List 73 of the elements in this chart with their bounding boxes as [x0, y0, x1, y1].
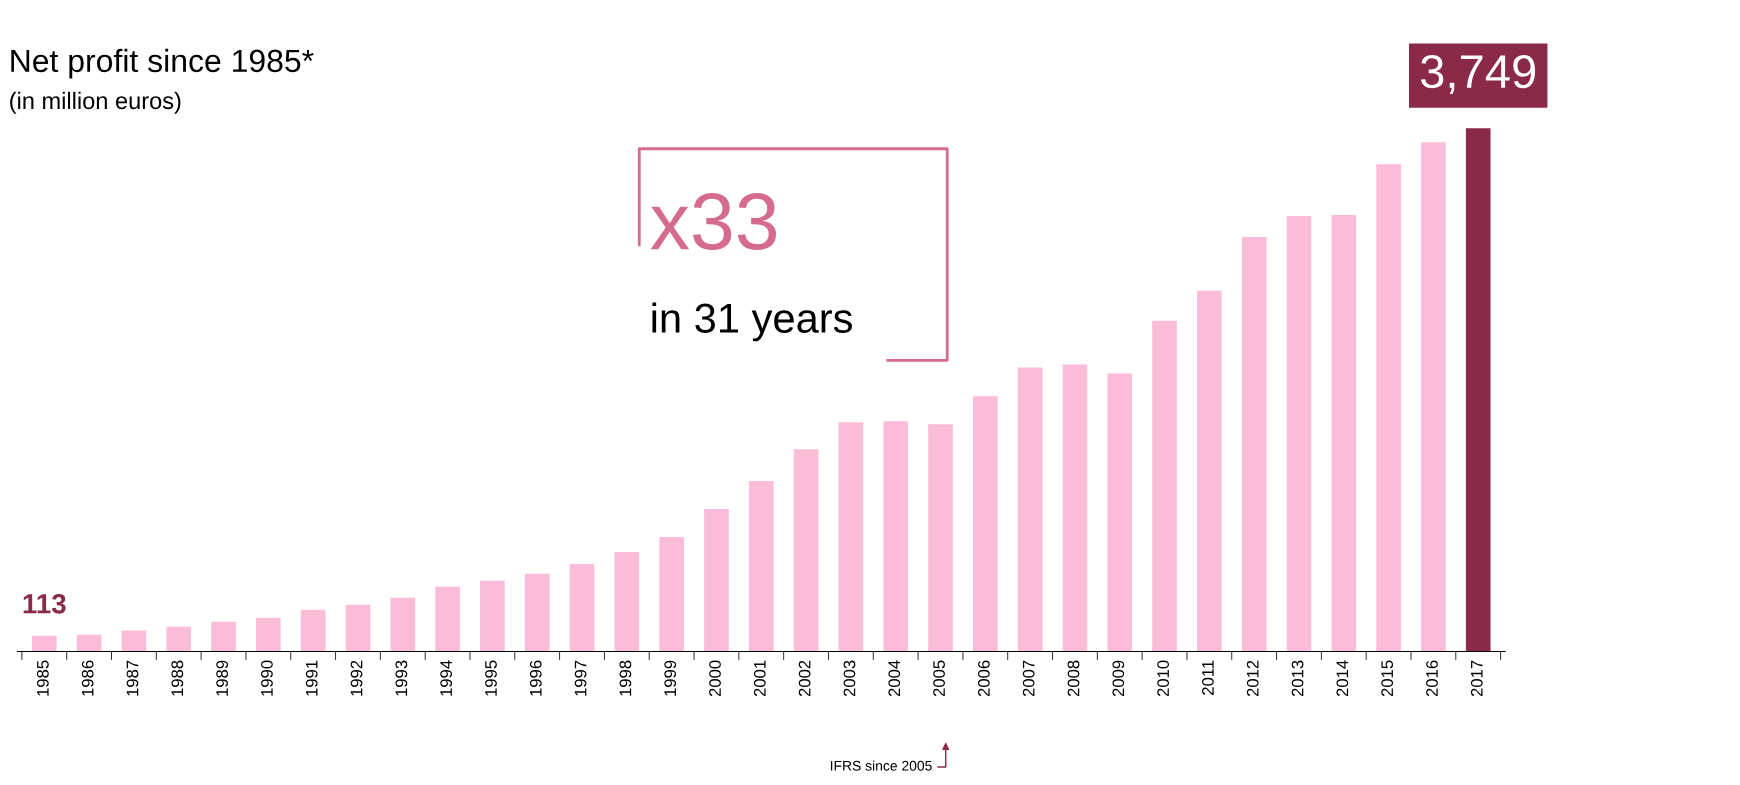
bar	[524, 573, 550, 652]
x-tick-label: 1998	[619, 660, 632, 696]
bar	[569, 563, 595, 652]
x-tick-label: 2016	[1426, 660, 1438, 697]
x-tick-label: 2005	[933, 660, 945, 697]
bar	[1286, 216, 1312, 652]
x-tick-label: 2014	[1336, 660, 1349, 697]
bar	[972, 396, 998, 652]
x-tick-label: 1987	[126, 660, 139, 696]
bar	[31, 635, 57, 652]
bar	[1017, 367, 1043, 652]
bar	[838, 422, 864, 652]
x-tick-label: 1992	[350, 660, 363, 696]
x-tick-label: 2015	[1381, 660, 1394, 697]
x-tick-label: 1990	[261, 660, 273, 696]
text: IFRS since 2005	[830, 760, 932, 771]
x-tick-label: 1995	[485, 660, 497, 696]
bar	[76, 634, 102, 652]
bar	[1421, 142, 1446, 652]
x-tick-label: 1993	[395, 660, 408, 696]
x-tick-label: 2001	[753, 660, 766, 697]
x-tick-label: 2009	[1112, 660, 1125, 697]
x-tick-label: 2012	[1246, 660, 1259, 697]
x-tick-label: 1988	[171, 660, 184, 696]
bar	[1197, 290, 1222, 652]
x-tick-label: 2002	[798, 660, 811, 697]
x-tick-label: 1989	[216, 660, 228, 696]
bar	[121, 630, 147, 652]
x-tick-label: 2017	[1470, 660, 1483, 697]
annotation: x33	[650, 193, 777, 251]
x-tick-label: 1999	[664, 660, 677, 696]
bar	[1241, 236, 1267, 652]
bar	[1376, 164, 1401, 652]
bar	[166, 626, 192, 652]
bar	[659, 536, 684, 652]
x-tick-label: 2003	[843, 660, 856, 697]
x-tick-label: 2006	[977, 660, 990, 697]
x-tick-label: 1994	[440, 660, 453, 696]
x-tick-label: 1986	[81, 660, 94, 696]
x-tick-label: 1991	[305, 660, 318, 696]
data-label: 3,749	[1420, 54, 1536, 94]
x-tick-label: 2007	[1022, 660, 1035, 697]
annotation: in 31 years	[652, 302, 852, 342]
bar	[793, 449, 819, 652]
data-label: 113	[23, 593, 66, 614]
x-tick-label: 2010	[1157, 660, 1170, 697]
x-tick-label: 2013	[1291, 660, 1304, 697]
bar	[1465, 128, 1491, 652]
bar	[1062, 364, 1088, 652]
bar	[300, 609, 326, 652]
x-tick-label: 2008	[1067, 660, 1080, 697]
bar	[1107, 373, 1133, 652]
bar	[480, 580, 505, 652]
x-tick-label: 1996	[529, 660, 542, 696]
bar	[883, 421, 908, 652]
x-tick-label: 1997	[574, 660, 587, 696]
x-tick-label: 2004	[888, 660, 901, 697]
x-tick-label: 2000	[709, 660, 721, 697]
bar	[435, 586, 460, 652]
bar	[211, 621, 236, 652]
chart-title: Net profit since 1985*	[11, 48, 314, 79]
bar	[256, 617, 281, 652]
bar	[1331, 215, 1357, 652]
bar	[614, 551, 640, 652]
x-tick-label: 2011	[1202, 660, 1214, 695]
chart-subtitle: (in million euros)	[10, 91, 181, 114]
x-tick-label: 1985	[36, 660, 49, 696]
bar	[390, 597, 416, 652]
bar	[704, 509, 729, 652]
bar	[345, 604, 371, 652]
bar	[748, 481, 774, 652]
bar	[1152, 320, 1177, 652]
bar	[928, 424, 953, 652]
